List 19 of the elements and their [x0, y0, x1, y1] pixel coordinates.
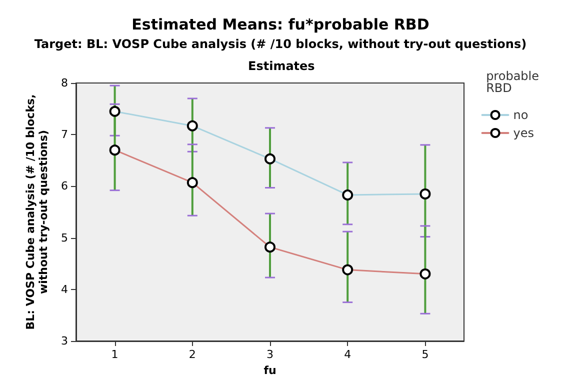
legend-label: no	[513, 108, 528, 122]
legend-title: probable RBD	[486, 69, 540, 95]
x-tick-label: 2	[188, 348, 196, 361]
chart-title: Estimated Means: fu*probable RBD	[132, 16, 430, 34]
y-tick-label: 8	[61, 76, 68, 90]
text: Estimates	[248, 59, 315, 73]
chart-subtitle: Target: BL: VOSP Cube analysis (# /10 blocks, without try-out questions)	[34, 37, 527, 51]
x-tick-label: 1	[111, 348, 118, 361]
y-tick-label: 5	[61, 231, 68, 244]
y-tick-label: 6	[61, 180, 68, 193]
x-axis-title: fu	[264, 364, 276, 377]
x-tick-label: 3	[266, 348, 274, 361]
y-tick-label: 7	[61, 128, 68, 142]
x-tick-label: 4	[344, 348, 352, 361]
legend-label: yes	[513, 126, 534, 140]
y-tick-label: 4	[61, 282, 68, 296]
y-axis-title: BL: VOSP Cube analysis (# /10 blocks, without try-out questions)	[24, 94, 50, 330]
x-tick-label: 5	[422, 348, 429, 361]
y-tick-label: 3	[61, 334, 68, 348]
